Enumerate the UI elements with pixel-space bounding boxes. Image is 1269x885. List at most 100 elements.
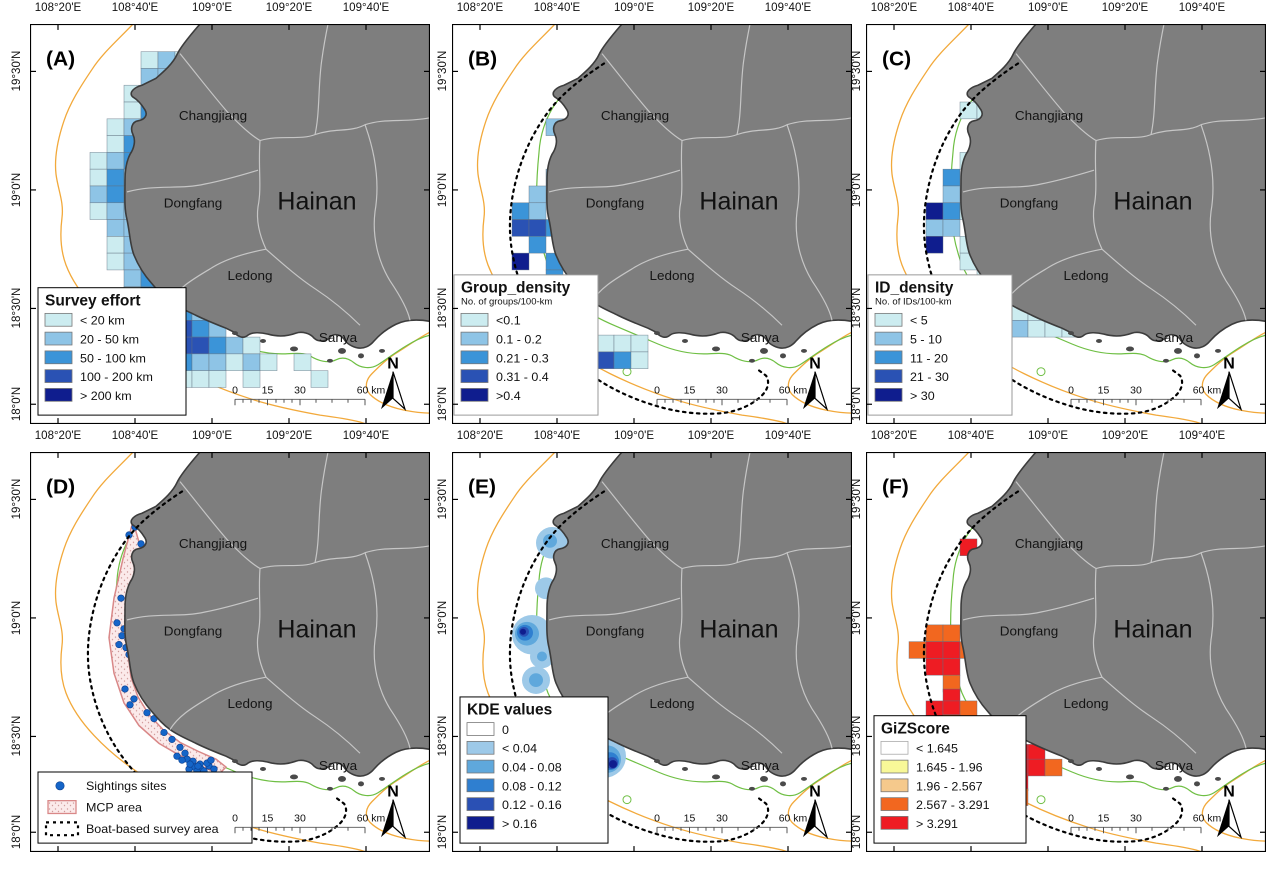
- legend-item-label: 5 - 10: [910, 333, 942, 347]
- legend-item-label: <0.1: [496, 314, 521, 328]
- legend-item-label: 0.1 - 0.2: [496, 333, 542, 347]
- island-label: Hainan: [277, 189, 356, 216]
- scale-bar-labels: 0 15 30 60 km: [1068, 813, 1221, 824]
- sighting-sites: [113, 523, 218, 775]
- north-arrow: N: [381, 784, 407, 840]
- longitude-axis-labels: 108°20'E 108°40'E 109°0'E 109°20'E 109°40'E: [452, 2, 852, 20]
- longitude-tick-label: 108°40'E: [947, 2, 995, 14]
- county-boundaries: [548, 452, 852, 754]
- island-label: Hainan: [699, 617, 778, 644]
- svg-text:15: 15: [684, 813, 696, 824]
- longitude-tick-label: 108°20'E: [34, 2, 82, 14]
- city-label-dongfang: Dongfang: [1000, 196, 1059, 211]
- scale-bar-labels: 0 15 30 60 km: [1068, 385, 1221, 396]
- svg-text:N: N: [809, 356, 821, 373]
- city-label-dongfang: Dongfang: [164, 196, 223, 211]
- latitude-tick-label: 19°0'N: [851, 172, 863, 208]
- panel-border: [866, 452, 1266, 852]
- latitude-tick-label: 18°30'N: [11, 288, 23, 329]
- svg-text:N: N: [1223, 356, 1235, 373]
- legend-swatch: [466, 740, 495, 755]
- legend-item-label: Sightings sites: [86, 779, 166, 793]
- scale-bar: [234, 826, 366, 834]
- scale-bar: [1070, 398, 1202, 406]
- latitude-tick-label: 19°0'N: [11, 600, 23, 636]
- legend-swatch: [460, 331, 489, 346]
- scale-bar: [656, 398, 788, 406]
- hainan-landmass: [124, 452, 430, 777]
- scale-bar-labels: 0 15 30 60 km: [654, 385, 807, 396]
- legend-title: KDE values: [467, 702, 552, 719]
- longitude-tick-label: 108°20'E: [456, 430, 504, 442]
- longitude-tick-label: 108°20'E: [456, 2, 504, 14]
- mcp-swatch: [47, 799, 77, 815]
- latitude-tick-label: 19°0'N: [437, 172, 449, 208]
- offshore-boundary-line-se: [365, 759, 430, 842]
- boat-survey-area-boundary: [508, 62, 770, 415]
- longitude-tick-label: 109°40'E: [1178, 2, 1226, 14]
- legend-subtitle: No. of IDs/100-km: [875, 297, 952, 308]
- islets: [232, 331, 385, 363]
- map-panel-c: Changjiang Dongfang Ledong Sanya Hainan (C) ID…: [866, 24, 1266, 424]
- legend: GiZScore < 1.645 1.645 - 1.96 1.96 - 2.567 2…: [873, 715, 1027, 844]
- map-panel-b: Changjiang Dongfang Ledong Sanya Hainan (B) Gr…: [452, 24, 852, 424]
- legend-item-label: 0.08 - 0.12: [502, 779, 562, 793]
- legend-item-label: 0: [502, 723, 509, 737]
- longitude-tick-label: 109°0'E: [191, 430, 233, 442]
- latitude-tick-label: 18°0'N: [851, 387, 863, 422]
- svg-text:0: 0: [654, 813, 660, 824]
- latitude-tick-label: 19°30'N: [437, 479, 449, 520]
- city-label-changjiang: Changjiang: [601, 536, 669, 551]
- longitude-tick-label: 108°40'E: [533, 430, 581, 442]
- city-label-changjiang: Changjiang: [601, 108, 669, 123]
- sightings-dot-swatch: [55, 781, 65, 791]
- latitude-tick-label: 19°30'N: [11, 479, 23, 520]
- islets: [654, 331, 807, 363]
- longitude-tick-label: 108°20'E: [34, 430, 82, 442]
- offshore-boundary-line-se: [1201, 331, 1266, 414]
- islets: [1068, 331, 1221, 363]
- legend-item-label: > 0.16: [502, 817, 537, 831]
- legend-item-label: 0.12 - 0.16: [502, 798, 562, 812]
- map-panel-f: Changjiang Dongfang Ledong Sanya Hainan (F) Gi…: [866, 452, 1266, 852]
- longitude-axis-labels: 108°20'E 108°40'E 109°0'E 109°20'E 109°40'E: [30, 2, 430, 20]
- longitude-tick-label: 109°20'E: [265, 2, 313, 14]
- offshore-boundary-line-se: [787, 331, 852, 414]
- legend-swatch: [880, 797, 909, 811]
- latitude-axis-labels: 19°30'N 19°0'N 18°30'N 18°0'N: [846, 452, 868, 852]
- latitude-tick-label: 19°0'N: [11, 172, 23, 208]
- svg-text:30: 30: [716, 813, 728, 824]
- city-label-sanya: Sanya: [1155, 758, 1194, 773]
- legend: Survey effort < 20 km 20 - 50 km 50 - 100 k…: [37, 287, 187, 416]
- longitude-tick-label: 109°40'E: [342, 2, 390, 14]
- isobath-ring: [622, 795, 632, 805]
- legend-swatch: [880, 778, 909, 793]
- panel-border: [30, 452, 430, 852]
- svg-text:30: 30: [1130, 385, 1142, 396]
- latitude-tick-label: 18°30'N: [851, 288, 863, 329]
- legend-item-label: Boat-based survey area: [86, 822, 219, 836]
- panel-letter: (D): [46, 476, 75, 499]
- survey-area-swatch: [44, 821, 80, 837]
- island-label: Hainan: [699, 189, 778, 216]
- longitude-tick-label: 109°40'E: [764, 430, 812, 442]
- longitude-tick-label: 109°20'E: [1101, 2, 1149, 14]
- svg-text:0: 0: [1068, 385, 1074, 396]
- panel-letter: (A): [46, 48, 75, 71]
- city-label-changjiang: Changjiang: [179, 108, 247, 123]
- legend-item-label: 2.567 - 3.291: [916, 798, 990, 812]
- legend-title: Survey effort: [45, 293, 141, 310]
- offshore-boundary-line-se: [787, 759, 852, 842]
- city-label-ledong: Ledong: [649, 696, 694, 711]
- longitude-tick-label: 108°40'E: [111, 2, 159, 14]
- boat-survey-area-boundary: [922, 62, 1184, 415]
- legend-item-label: >0.4: [496, 389, 521, 403]
- legend-subtitle: No. of groups/100-km: [461, 297, 552, 308]
- city-label-sanya: Sanya: [1155, 330, 1194, 345]
- panel-letter: (F): [882, 476, 909, 499]
- legend-swatch: [44, 388, 73, 402]
- legend-swatch: [466, 722, 495, 736]
- city-label-sanya: Sanya: [319, 330, 358, 345]
